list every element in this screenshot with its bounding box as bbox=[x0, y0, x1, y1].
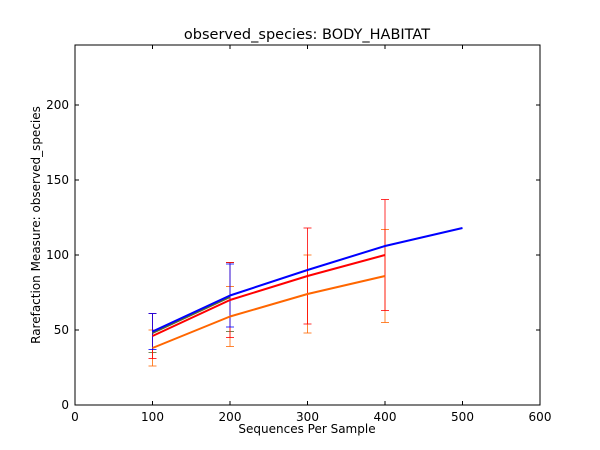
y-tick-label: 50 bbox=[54, 323, 69, 337]
x-tick-label: 100 bbox=[141, 410, 164, 424]
series-line bbox=[152, 254, 386, 337]
y-axis-ticks: 0 50 100 150 200 bbox=[46, 98, 540, 412]
series-line bbox=[152, 227, 463, 333]
x-tick-label: 500 bbox=[451, 410, 474, 424]
y-axis-label: Rarefaction Measure: observed_species bbox=[29, 106, 43, 344]
y-tick-label: 100 bbox=[46, 248, 69, 262]
x-axis-ticks: 0 100 200 300 400 500 600 bbox=[71, 45, 551, 424]
x-tick-label: 0 bbox=[71, 410, 79, 424]
x-tick-label: 300 bbox=[296, 410, 319, 424]
x-axis-label: Sequences Per Sample bbox=[238, 422, 375, 436]
plot-frame bbox=[74, 44, 541, 406]
x-tick-label: 200 bbox=[219, 410, 242, 424]
series-line bbox=[152, 296, 231, 334]
chart-title: observed_species: BODY_HABITAT bbox=[184, 27, 430, 43]
x-tick-label: 600 bbox=[529, 410, 552, 424]
y-tick-label: 150 bbox=[46, 173, 69, 187]
series-line bbox=[152, 275, 386, 349]
y-tick-label: 0 bbox=[61, 398, 69, 412]
series-lines bbox=[152, 227, 463, 349]
plot-area: 0 100 200 300 400 500 600 0 50 100 150 200 bbox=[46, 44, 551, 424]
y-tick-label: 200 bbox=[46, 98, 69, 112]
x-tick-label: 400 bbox=[374, 410, 397, 424]
